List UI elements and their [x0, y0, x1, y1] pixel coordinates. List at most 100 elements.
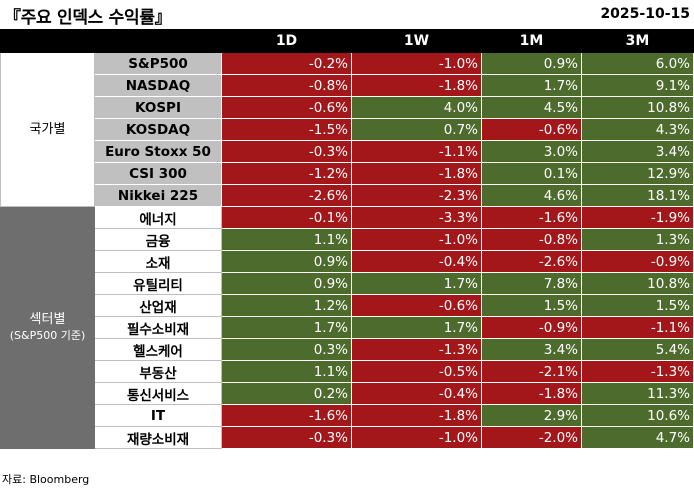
- return-cell: -2.3%: [351, 184, 482, 207]
- table-row: 필수소비재 1.7% 1.7% -0.9% -1.1%: [1, 316, 694, 339]
- row-name: S&P500: [94, 52, 222, 75]
- return-cell: 1.5%: [481, 294, 582, 317]
- return-cell: 5.4%: [581, 338, 694, 361]
- group-label-text: 국가별: [29, 121, 66, 137]
- return-cell: -1.5%: [221, 118, 352, 141]
- return-cell: -2.0%: [481, 426, 582, 449]
- table-row: NASDAQ -0.8% -1.8% 1.7% 9.1%: [1, 74, 694, 97]
- row-name: 소재: [94, 250, 222, 273]
- index-returns-table: 1D 1W 1M 3M 국가별 S&P500 -0.2% -1.0% 0.9% 6.0% N…: [0, 29, 694, 449]
- return-cell: 0.9%: [481, 52, 582, 75]
- row-name: 금융: [94, 228, 222, 251]
- return-cell: 10.8%: [581, 272, 694, 295]
- return-cell: -2.1%: [481, 360, 582, 383]
- row-name: KOSPI: [94, 96, 222, 119]
- return-cell: 0.9%: [221, 272, 352, 295]
- source-note: 자료: Bloomberg: [2, 473, 90, 486]
- page-title: 『주요 인덱스 수익률』: [4, 8, 172, 28]
- row-name: Euro Stoxx 50: [94, 140, 222, 163]
- header-blank: [0, 29, 95, 53]
- return-cell: -2.6%: [481, 250, 582, 273]
- return-cell: 4.0%: [351, 96, 482, 119]
- return-cell: -1.8%: [351, 404, 482, 427]
- return-cell: 4.5%: [481, 96, 582, 119]
- return-cell: 2.9%: [481, 404, 582, 427]
- table-row: 금융 1.1% -1.0% -0.8% 1.3%: [1, 228, 694, 251]
- return-cell: 4.3%: [581, 118, 694, 141]
- row-name: KOSDAQ: [94, 118, 222, 141]
- table-row: 재량소비재 -0.3% -1.0% -2.0% 4.7%: [1, 426, 694, 449]
- row-name: 헬스케어: [94, 338, 222, 361]
- return-cell: 11.3%: [581, 382, 694, 405]
- return-cell: 12.9%: [581, 162, 694, 185]
- return-cell: -0.8%: [221, 74, 352, 97]
- row-name: 에너지: [94, 206, 222, 229]
- return-cell: 0.3%: [221, 338, 352, 361]
- table-row: 헬스케어 0.3% -1.3% 3.4% 5.4%: [1, 338, 694, 361]
- return-cell: 3.4%: [581, 140, 694, 163]
- row-name: 유틸리티: [94, 272, 222, 295]
- table-row: KOSDAQ -1.5% 0.7% -0.6% 4.3%: [1, 118, 694, 141]
- table-row: 부동산 1.1% -0.5% -2.1% -1.3%: [1, 360, 694, 383]
- return-cell: -1.6%: [221, 404, 352, 427]
- return-cell: -1.8%: [351, 162, 482, 185]
- return-cell: 0.2%: [221, 382, 352, 405]
- row-name: CSI 300: [94, 162, 222, 185]
- table-row: 산업재 1.2% -0.6% 1.5% 1.5%: [1, 294, 694, 317]
- return-cell: -1.6%: [481, 206, 582, 229]
- return-cell: 1.7%: [351, 272, 482, 295]
- column-header-1m: 1M: [481, 29, 582, 53]
- return-cell: 4.7%: [581, 426, 694, 449]
- row-name: 산업재: [94, 294, 222, 317]
- return-cell: -0.6%: [481, 118, 582, 141]
- return-cell: 10.8%: [581, 96, 694, 119]
- table-row: Nikkei 225 -2.6% -2.3% 4.6% 18.1%: [1, 184, 694, 207]
- return-cell: -1.1%: [351, 140, 482, 163]
- return-cell: -1.1%: [581, 316, 694, 339]
- return-cell: -3.3%: [351, 206, 482, 229]
- return-cell: 1.7%: [221, 316, 352, 339]
- return-cell: -2.6%: [221, 184, 352, 207]
- table-row: CSI 300 -1.2% -1.8% 0.1% 12.9%: [1, 162, 694, 185]
- return-cell: -1.8%: [351, 74, 482, 97]
- return-cell: -0.9%: [581, 250, 694, 273]
- return-cell: -0.6%: [221, 96, 352, 119]
- return-cell: 0.1%: [481, 162, 582, 185]
- return-cell: 7.8%: [481, 272, 582, 295]
- return-cell: -0.6%: [351, 294, 482, 317]
- return-cell: -1.3%: [581, 360, 694, 383]
- return-cell: -1.0%: [351, 228, 482, 251]
- return-cell: 1.1%: [221, 228, 352, 251]
- header-blank: [94, 29, 222, 53]
- row-name: 필수소비재: [94, 316, 222, 339]
- table-row: Euro Stoxx 50 -0.3% -1.1% 3.0% 3.4%: [1, 140, 694, 163]
- return-cell: 6.0%: [581, 52, 694, 75]
- return-cell: -1.3%: [351, 338, 482, 361]
- return-cell: -0.8%: [481, 228, 582, 251]
- row-name: 부동산: [94, 360, 222, 383]
- table-row: 통신서비스 0.2% -0.4% -1.8% 11.3%: [1, 382, 694, 405]
- return-cell: 0.7%: [351, 118, 482, 141]
- column-header-1d: 1D: [221, 29, 352, 53]
- table-row: 국가별 S&P500 -0.2% -1.0% 0.9% 6.0%: [0, 52, 694, 207]
- return-cell: 1.7%: [481, 74, 582, 97]
- return-cell: -0.2%: [221, 52, 352, 75]
- row-name: IT: [94, 404, 222, 427]
- return-cell: -1.2%: [221, 162, 352, 185]
- return-cell: -1.0%: [351, 426, 482, 449]
- table-row: IT -1.6% -1.8% 2.9% 10.6%: [1, 404, 694, 427]
- return-cell: 1.5%: [581, 294, 694, 317]
- return-cell: -1.9%: [581, 206, 694, 229]
- return-cell: -0.4%: [351, 382, 482, 405]
- return-cell: -0.3%: [221, 426, 352, 449]
- header-row: 1D 1W 1M 3M: [0, 29, 694, 53]
- return-cell: 9.1%: [581, 74, 694, 97]
- return-cell: 0.9%: [221, 250, 352, 273]
- return-cell: 1.2%: [221, 294, 352, 317]
- group-label-sector: 섹터별 (S&P500 기준): [0, 206, 95, 449]
- report-date: 2025-10-15: [600, 6, 690, 22]
- row-name: Nikkei 225: [94, 184, 222, 207]
- return-cell: -0.3%: [221, 140, 352, 163]
- return-cell: -0.1%: [221, 206, 352, 229]
- return-cell: 10.6%: [581, 404, 694, 427]
